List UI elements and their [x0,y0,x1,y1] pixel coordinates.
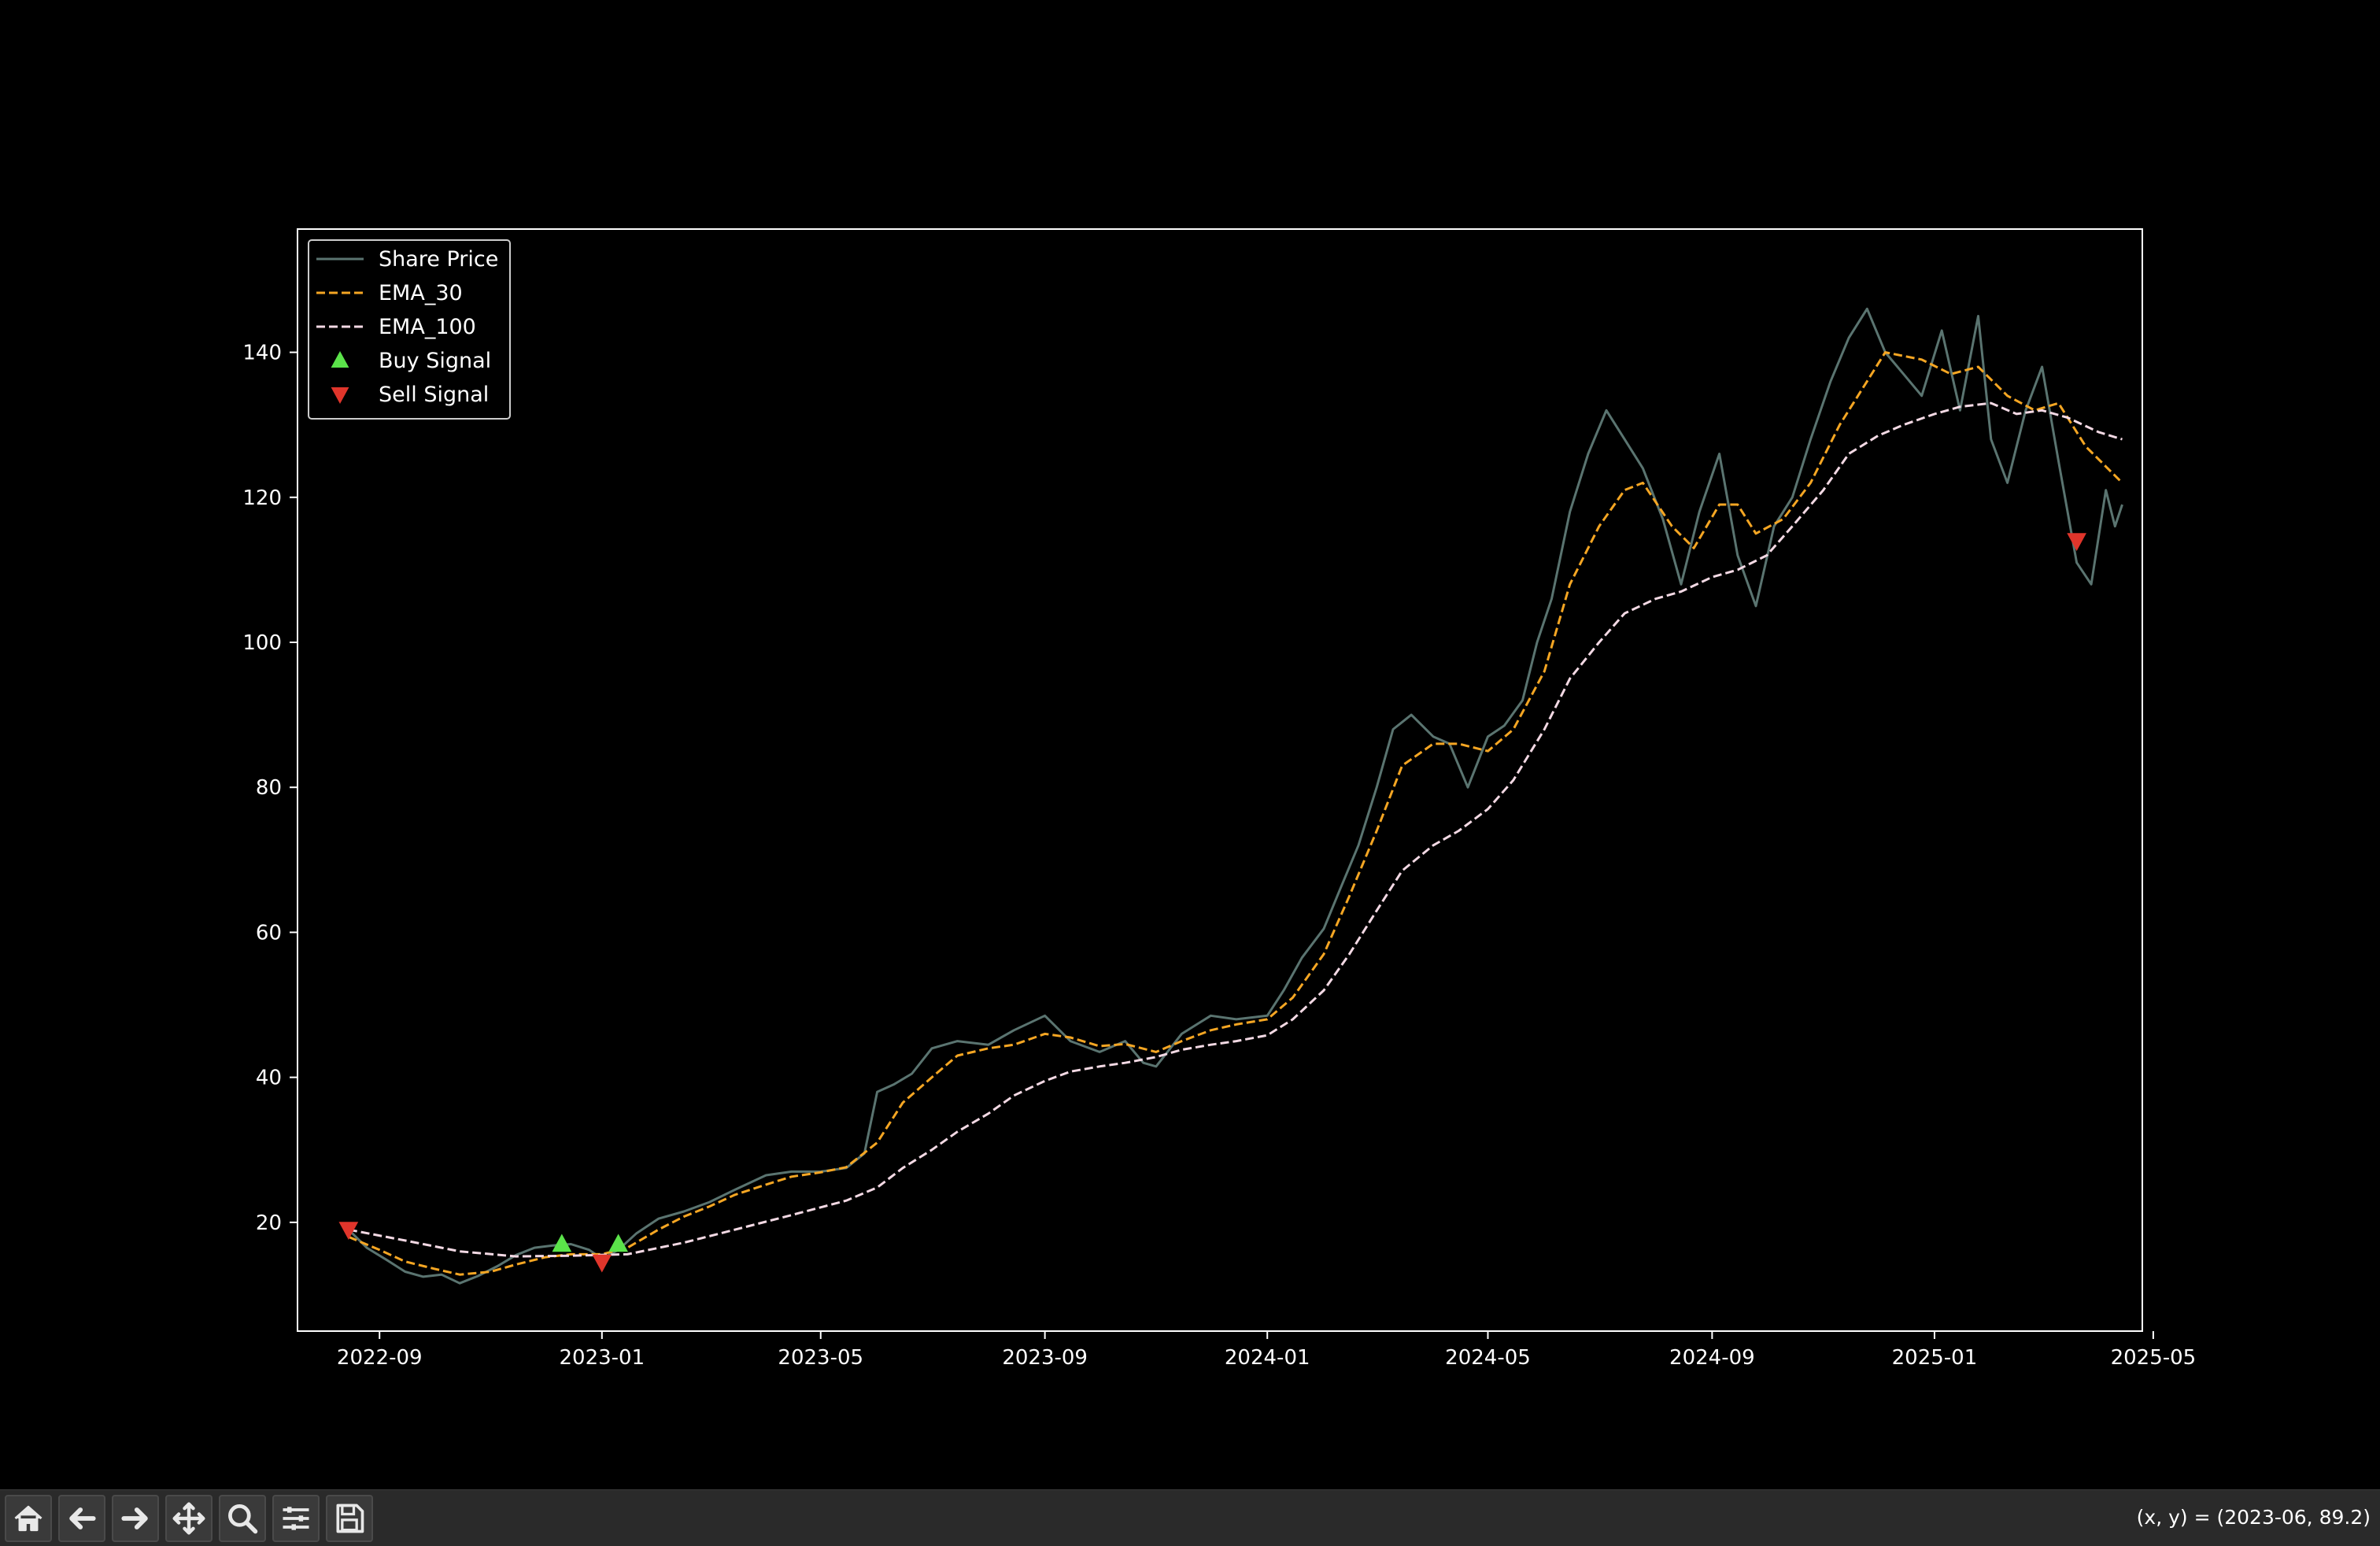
legend-swatch [331,351,349,368]
buy-signal-marker [552,1233,572,1252]
arrow-left-icon [69,1507,96,1529]
buy-signal-marker [608,1233,629,1252]
floppy-disk-icon [336,1503,364,1533]
series-line-ema-100 [348,401,2123,1258]
legend-label: EMA_30 [379,281,463,305]
magnifier-icon [228,1504,258,1534]
y-tick-label: 60 [256,921,282,945]
x-tick-label: 2024-05 [1445,1346,1531,1370]
y-tick-label: 80 [256,776,282,800]
plot-frame [297,228,2143,1332]
legend-label: Buy Signal [379,349,491,373]
legend-label: EMA_100 [379,315,476,339]
arrow-right-icon [121,1507,148,1529]
chart[interactable]: 2022-09 2023-01 2023-05 2023-09 2024-01 2024-… [0,0,2380,1489]
move-icon [172,1502,205,1535]
home-button[interactable] [5,1495,52,1542]
y-tick-label: 20 [256,1211,282,1235]
zoom-button[interactable] [219,1495,266,1542]
navigation-toolbar: (x, y) = (2023-06, 89.2) [0,1489,2380,1546]
legend-swatch [331,387,349,404]
series-line-share-price [347,307,2123,1285]
x-tick-label: 2025-05 [2111,1346,2197,1370]
x-tick-label: 2023-09 [1002,1346,1088,1370]
x-tick-label: 2024-09 [1669,1346,1755,1370]
figure-canvas[interactable]: 2022-09 2023-01 2023-05 2023-09 2024-01 2024-… [0,0,2380,1489]
sliders-icon [283,1507,309,1530]
legend-box [308,239,511,420]
x-tick-label: 2025-01 [1892,1346,1978,1370]
home-icon [14,1505,42,1532]
legend-label: Share Price [379,247,498,272]
configure-button[interactable] [272,1495,320,1542]
x-tick-label: 2023-01 [559,1346,645,1370]
y-tick-label: 120 [242,486,282,510]
x-tick-label: 2022-09 [337,1346,423,1370]
x-tick-label: 2023-05 [778,1346,863,1370]
sell-signal-marker [338,1222,359,1241]
pan-button[interactable] [165,1495,213,1542]
back-button[interactable] [58,1495,105,1542]
forward-button[interactable] [112,1495,159,1542]
cursor-coordinates: (x, y) = (2023-06, 89.2) [2136,1506,2371,1529]
y-tick-label: 40 [256,1067,282,1090]
x-tick-label: 2024-01 [1225,1346,1310,1370]
series-line-ema-30 [348,351,2123,1276]
save-button[interactable] [326,1495,373,1542]
y-tick-label: 140 [242,342,282,365]
sell-signal-marker [592,1254,612,1273]
y-tick-label: 100 [242,631,282,655]
sell-signal-marker [2067,533,2086,552]
legend-label: Sell Signal [379,383,489,407]
legend: Share Price EMA_30 EMA_100 Buy Signal Sell S… [308,239,511,420]
